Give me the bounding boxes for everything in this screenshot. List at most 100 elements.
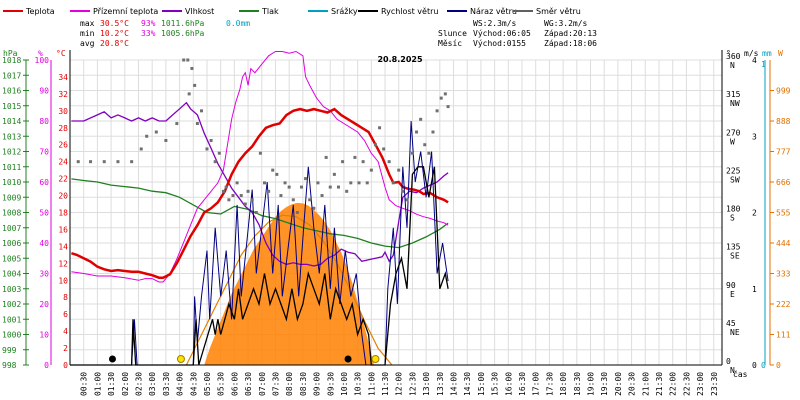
x-tick-label: 13:30 bbox=[436, 372, 445, 396]
info-panel: 20.8.2025 max 30.5°C 93% 1011.6hPa 0.0mm… bbox=[80, 19, 597, 64]
x-tick-label: 19:30 bbox=[600, 372, 609, 396]
x-tick-label: 12:30 bbox=[408, 372, 417, 396]
x-tick-label: 13:00 bbox=[422, 372, 431, 396]
humidity-tick: 90 bbox=[39, 87, 49, 96]
stat-max-label: max bbox=[80, 19, 95, 28]
direction-tick: 270 bbox=[726, 128, 741, 137]
wind-direction-point bbox=[139, 147, 143, 151]
wind-speed-tick: 0 bbox=[752, 361, 757, 370]
wind-direction-point bbox=[193, 83, 197, 87]
wind-speed-tick: 3 bbox=[752, 132, 757, 141]
solar-tick: 111 bbox=[776, 331, 791, 340]
direction-tick: 45 bbox=[726, 319, 736, 328]
temperature-unit: °C bbox=[56, 49, 66, 58]
wind-direction-point bbox=[405, 198, 409, 202]
x-tick-label: 05:00 bbox=[203, 372, 212, 396]
x-tick-label: 17:30 bbox=[545, 372, 554, 396]
pressure-tick: 1007 bbox=[2, 224, 21, 233]
wind-direction-point bbox=[263, 181, 267, 185]
pressure-tick: 1005 bbox=[2, 254, 21, 263]
humidity-tick: 100 bbox=[35, 56, 50, 65]
temperature-tick: 32 bbox=[58, 90, 68, 99]
wind-direction-point bbox=[431, 130, 435, 134]
temperature-tick: 12 bbox=[58, 259, 68, 268]
pressure-tick: 1002 bbox=[2, 300, 21, 309]
x-tick-label: 16:00 bbox=[504, 372, 513, 396]
wind-direction-point bbox=[231, 194, 235, 198]
x-tick-label: 15:00 bbox=[477, 372, 486, 396]
pressure-unit: hPa bbox=[3, 49, 18, 58]
wind-direction-point bbox=[291, 198, 295, 202]
wind-direction-point bbox=[353, 155, 357, 159]
wind-direction-point bbox=[320, 194, 324, 198]
solar-tick: 222 bbox=[776, 300, 791, 309]
wind-direction-point bbox=[410, 151, 414, 155]
x-tick-label: 23:00 bbox=[696, 372, 705, 396]
chart-title: 20.8.2025 bbox=[377, 55, 422, 64]
stat-max-temp: 30.5°C bbox=[100, 19, 129, 28]
temperature-tick: 20 bbox=[58, 192, 68, 201]
x-tick-label: 04:00 bbox=[176, 372, 185, 396]
wind-direction-point bbox=[287, 185, 291, 189]
stat-min-hum: 33% bbox=[141, 29, 156, 38]
x-tick-label: 03:00 bbox=[148, 372, 157, 396]
x-tick-label: 02:00 bbox=[121, 372, 130, 396]
wind-direction-point bbox=[357, 181, 361, 185]
solar-tick: 444 bbox=[776, 239, 791, 248]
rain-tick: 0 bbox=[761, 361, 766, 370]
wind-direction-point bbox=[190, 66, 194, 70]
axes: 00:30 01:00 01:30 02:00 02:30 03:00 03:30 04:00… bbox=[2, 49, 791, 396]
pressure-tick: 1004 bbox=[2, 270, 21, 279]
moon-rise: Východ:0155 bbox=[473, 39, 526, 48]
moon-label: Měsíc bbox=[438, 39, 462, 48]
wind-direction-point bbox=[373, 143, 377, 147]
wind-direction-point bbox=[213, 160, 217, 164]
legend-label: Směr větru bbox=[536, 7, 581, 16]
x-tick-label: 16:30 bbox=[518, 372, 527, 396]
stat-min-temp: 10.2°C bbox=[100, 29, 129, 38]
sun-rise: Východ:06:05 bbox=[473, 29, 531, 38]
ground-temperature-line bbox=[71, 50, 449, 283]
solar-tick: 777 bbox=[776, 148, 791, 157]
temperature-tick: 8 bbox=[63, 293, 68, 302]
compass-tick: N bbox=[730, 61, 735, 70]
humidity-tick: 80 bbox=[39, 117, 49, 126]
wind-direction-point bbox=[299, 185, 303, 189]
x-tick-label: 00:30 bbox=[80, 372, 89, 396]
x-tick-label: 20:30 bbox=[628, 372, 637, 396]
wind-direction-point bbox=[209, 138, 213, 142]
solar-tick: 666 bbox=[776, 178, 791, 187]
compass-tick: S bbox=[730, 214, 735, 223]
stat-avg-label: avg bbox=[80, 39, 95, 48]
x-tick-label: 23:30 bbox=[710, 372, 719, 396]
pressure-tick: 1017 bbox=[2, 71, 21, 80]
wind-direction-point bbox=[387, 160, 391, 164]
wind-gust-line bbox=[70, 120, 449, 366]
temperature-line bbox=[71, 107, 449, 279]
x-tick-label: 07:30 bbox=[271, 372, 280, 396]
wind-direction-point bbox=[186, 58, 190, 62]
x-tick-label: 09:00 bbox=[313, 372, 322, 396]
x-tick-label: 22:30 bbox=[682, 372, 691, 396]
wind-direction-point bbox=[175, 122, 179, 126]
pressure-tick: 1006 bbox=[2, 239, 21, 248]
compass-tick: W bbox=[730, 137, 735, 146]
wind-direction-point bbox=[283, 181, 287, 185]
sun-set: Západ:20:13 bbox=[544, 29, 597, 38]
wind-direction-points bbox=[76, 58, 450, 214]
wind-speed-line bbox=[70, 166, 449, 366]
rain-unit: mm bbox=[762, 49, 772, 58]
temperature-tick: 30 bbox=[58, 107, 68, 116]
x-tick-label: 11:00 bbox=[367, 372, 376, 396]
wind-direction-point bbox=[130, 160, 134, 164]
pressure-tick: 998 bbox=[2, 361, 17, 370]
direction-unit: ° bbox=[726, 49, 731, 58]
solar-tick: 0 bbox=[776, 361, 781, 370]
solar-radiation-area bbox=[204, 202, 375, 365]
temperature-tick: 14 bbox=[58, 242, 68, 251]
solar-unit: W bbox=[778, 49, 783, 58]
humidity-tick: 40 bbox=[39, 239, 49, 248]
temperature-tick: 28 bbox=[58, 124, 68, 133]
wind-direction-point bbox=[443, 92, 447, 96]
